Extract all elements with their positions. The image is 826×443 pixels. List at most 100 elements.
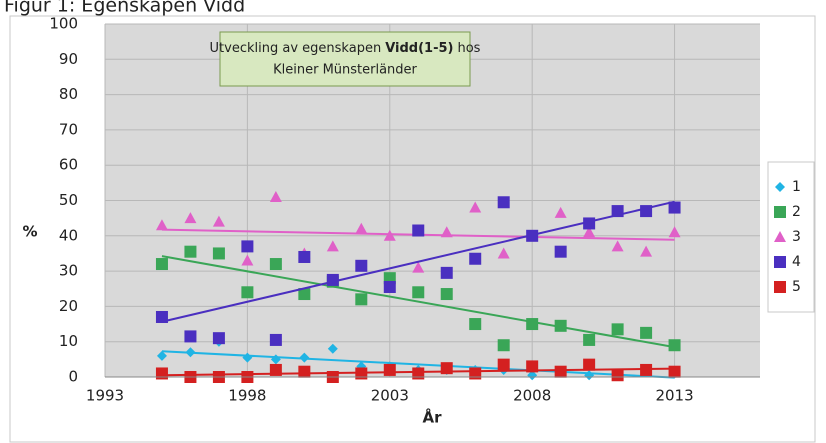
x-tick-label: 2013 bbox=[655, 387, 693, 405]
point bbox=[241, 286, 254, 299]
annotation-text: hos bbox=[457, 41, 480, 56]
point bbox=[469, 367, 482, 380]
point bbox=[298, 365, 311, 378]
legend-marker bbox=[774, 256, 786, 268]
y-axis-label: % bbox=[22, 223, 37, 241]
point bbox=[668, 339, 681, 352]
point bbox=[184, 245, 197, 258]
point bbox=[497, 196, 510, 209]
point bbox=[298, 250, 311, 263]
annotation-text: Kleiner Münsterländer bbox=[273, 63, 417, 78]
point bbox=[554, 319, 567, 332]
legend-marker bbox=[775, 182, 785, 192]
point bbox=[383, 229, 396, 241]
point bbox=[412, 286, 425, 299]
point bbox=[326, 240, 339, 252]
point bbox=[355, 222, 368, 234]
point bbox=[527, 370, 538, 381]
point bbox=[412, 367, 425, 380]
point bbox=[298, 288, 311, 301]
point bbox=[269, 363, 282, 376]
point bbox=[668, 365, 681, 378]
point bbox=[355, 259, 368, 272]
point bbox=[611, 323, 624, 336]
point bbox=[212, 247, 225, 260]
point bbox=[497, 339, 510, 352]
point bbox=[554, 365, 567, 378]
x-axis-label: År bbox=[422, 408, 442, 427]
legend-label: 1 bbox=[792, 179, 801, 195]
point bbox=[583, 333, 596, 346]
point bbox=[155, 258, 168, 271]
point bbox=[184, 330, 197, 343]
y-tick-label: 90 bbox=[59, 50, 78, 68]
point bbox=[526, 360, 539, 373]
point bbox=[668, 201, 681, 214]
point bbox=[383, 363, 396, 376]
y-tick-label: 10 bbox=[59, 332, 78, 350]
point bbox=[155, 310, 168, 323]
point bbox=[497, 358, 510, 371]
x-tick-label: 2008 bbox=[513, 387, 551, 405]
point bbox=[640, 205, 653, 218]
annotation-box bbox=[219, 31, 471, 87]
point bbox=[241, 254, 254, 266]
point bbox=[584, 370, 595, 381]
legend-label: 2 bbox=[792, 204, 801, 220]
point bbox=[440, 362, 453, 375]
point bbox=[156, 350, 167, 361]
point bbox=[611, 205, 624, 218]
point bbox=[554, 206, 567, 218]
point bbox=[270, 354, 281, 365]
x-tick-label: 1998 bbox=[228, 387, 266, 405]
point bbox=[640, 363, 653, 376]
point bbox=[242, 352, 253, 363]
annotation-text: Utveckling av egenskapen bbox=[210, 41, 382, 56]
point bbox=[355, 367, 368, 380]
point bbox=[611, 240, 624, 252]
point bbox=[583, 358, 596, 371]
point bbox=[412, 224, 425, 237]
y-tick-label: 50 bbox=[59, 191, 78, 209]
legend-marker bbox=[774, 206, 786, 218]
point bbox=[554, 245, 567, 258]
point bbox=[640, 245, 653, 257]
point bbox=[469, 252, 482, 265]
y-tick-label: 0 bbox=[68, 368, 78, 386]
point bbox=[469, 201, 482, 213]
point bbox=[269, 190, 282, 202]
point bbox=[611, 369, 624, 382]
point bbox=[668, 226, 681, 238]
y-tick-label: 30 bbox=[59, 262, 78, 280]
point bbox=[440, 266, 453, 279]
legend-marker bbox=[774, 281, 786, 293]
y-tick-label: 70 bbox=[59, 120, 78, 138]
x-tick-label: 2003 bbox=[371, 387, 409, 405]
x-tick-label: 1993 bbox=[86, 387, 124, 405]
legend-marker bbox=[774, 231, 786, 242]
point bbox=[269, 258, 282, 271]
y-tick-label: 60 bbox=[59, 156, 78, 174]
point bbox=[269, 333, 282, 346]
annotation-text: Vidd(1-5) bbox=[385, 41, 453, 56]
chart-title: Figur 1: Egenskapen Vidd bbox=[4, 0, 245, 17]
point bbox=[583, 226, 596, 238]
point bbox=[241, 240, 254, 253]
marks bbox=[155, 190, 681, 383]
y-tick-label: 40 bbox=[59, 226, 78, 244]
point bbox=[212, 332, 225, 345]
point bbox=[469, 318, 482, 331]
point bbox=[526, 229, 539, 242]
point bbox=[355, 293, 368, 306]
point bbox=[155, 219, 168, 231]
legend-label: 4 bbox=[792, 254, 801, 270]
point bbox=[526, 318, 539, 331]
grid bbox=[104, 23, 760, 378]
y-tick-label: 100 bbox=[49, 15, 78, 33]
y-tick-label: 20 bbox=[59, 297, 78, 315]
annotation: Utveckling av egenskapen Vidd(1-5) hos bbox=[210, 41, 481, 56]
point bbox=[583, 217, 596, 230]
point bbox=[184, 212, 197, 224]
point bbox=[440, 288, 453, 301]
